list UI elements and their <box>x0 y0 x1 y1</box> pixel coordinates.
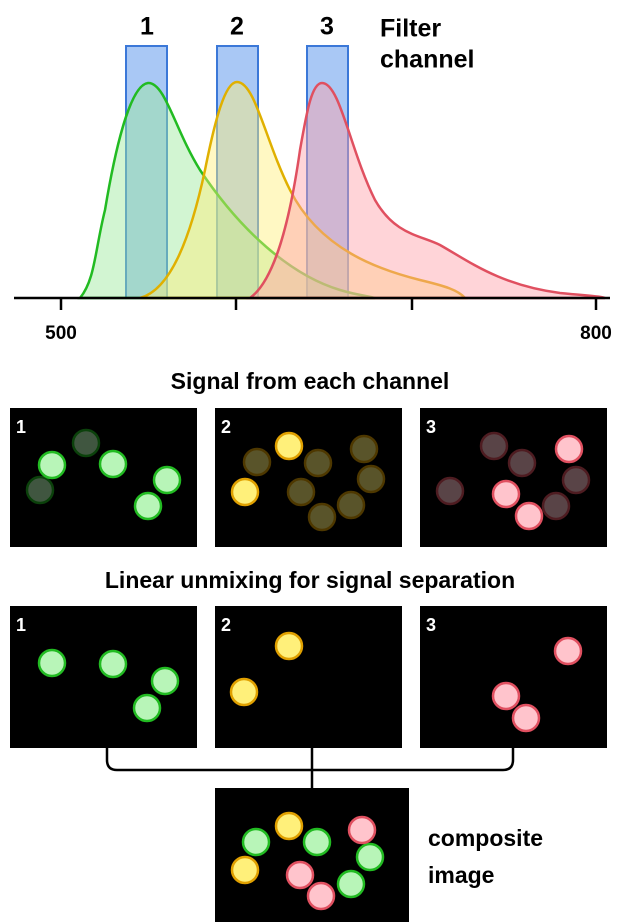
axis-min-label: 500 <box>45 323 77 344</box>
panel-label: 2 <box>221 417 231 437</box>
cells <box>25 428 591 532</box>
bracket <box>105 748 515 788</box>
axis <box>14 296 610 310</box>
yellow-spectrum <box>139 80 468 300</box>
filter-label: 1 <box>140 13 154 41</box>
panel-label: 3 <box>426 615 436 635</box>
filter-title: channel <box>380 46 474 74</box>
filter-label: 2 <box>230 13 244 41</box>
section-title: Linear unmixing for signal separation <box>105 567 515 593</box>
filter-label: 3 <box>320 13 334 41</box>
section-title: Signal from each channel <box>171 368 450 394</box>
red-spectrum <box>246 81 606 300</box>
axis-max-label: 800 <box>580 323 612 344</box>
composite-label: image <box>428 862 494 888</box>
panel-label: 1 <box>16 615 26 635</box>
panel-label: 2 <box>221 615 231 635</box>
panel-label: 3 <box>426 417 436 437</box>
green-spectrum <box>77 81 376 300</box>
filter-title: Filter <box>380 15 441 43</box>
cells <box>230 811 385 911</box>
cells <box>37 631 583 733</box>
filter-bars <box>125 45 349 299</box>
panel-label: 1 <box>16 417 26 437</box>
composite-label: composite <box>428 825 543 851</box>
